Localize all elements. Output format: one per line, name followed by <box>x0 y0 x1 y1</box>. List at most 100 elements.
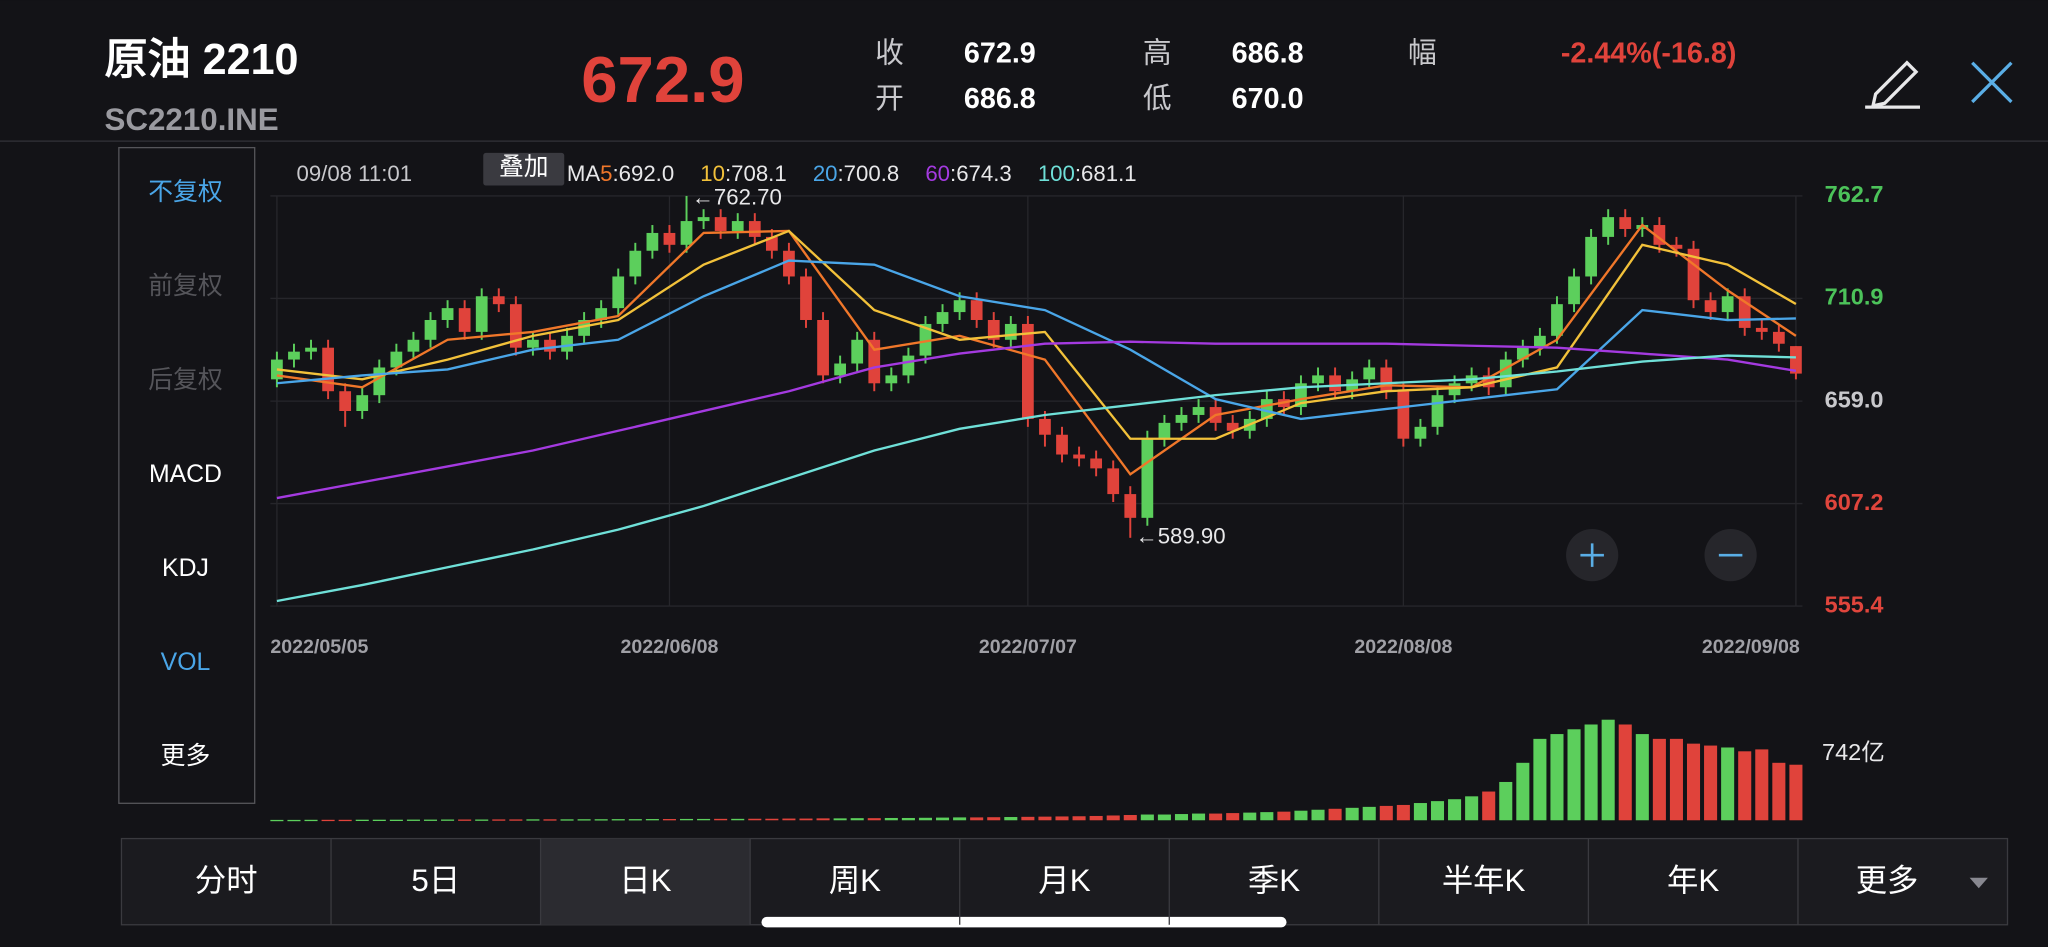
side-menu-item[interactable]: 不复权 <box>148 178 222 206</box>
volume-bar <box>1294 810 1308 821</box>
volume-bar <box>1260 812 1274 821</box>
candle-body <box>1619 217 1632 229</box>
volume-bar <box>1362 806 1376 821</box>
tab[interactable]: 月K <box>1038 863 1090 898</box>
zoom-in-button[interactable] <box>1566 529 1619 582</box>
side-menu-item[interactable]: 前复权 <box>148 272 222 300</box>
candle-body <box>1021 323 1034 419</box>
x-tick-label: 2022/07/07 <box>979 636 1077 658</box>
volume-bar <box>1738 751 1752 821</box>
volume-bar <box>1721 747 1735 821</box>
candle-body <box>373 367 386 396</box>
side-menu-item[interactable]: MACD <box>149 461 222 488</box>
ma-line <box>276 340 1797 500</box>
candle-body <box>953 300 966 313</box>
candle-body <box>714 217 727 231</box>
ma-value: 674.3 <box>956 161 1012 186</box>
ma-separator: : <box>950 161 956 186</box>
quote-label: 高 <box>1143 37 1172 69</box>
volume-bar <box>1277 811 1291 821</box>
tab[interactable]: 周K <box>829 863 881 898</box>
close-button[interactable] <box>1971 61 2013 104</box>
extreme-label: ←762.70 <box>692 184 782 209</box>
overlay-button[interactable]: 叠加 <box>499 153 549 181</box>
candle-body <box>1329 375 1341 392</box>
volume-bar <box>1226 813 1240 821</box>
volume-bar <box>406 819 420 821</box>
candle-body <box>1397 391 1410 439</box>
candle-body <box>1158 422 1171 439</box>
volume-bar <box>1396 804 1410 821</box>
candle-body <box>1755 327 1768 332</box>
tab[interactable]: 半年K <box>1442 863 1526 898</box>
volume-bar <box>372 819 386 822</box>
volume-bar <box>901 817 915 821</box>
candle-body <box>595 308 608 320</box>
tab[interactable]: 年K <box>1667 863 1719 898</box>
volume-bar <box>679 818 694 821</box>
volume-bar <box>389 819 403 822</box>
candle-body <box>1431 395 1444 427</box>
candle-body <box>970 300 983 320</box>
candle-body <box>834 363 847 376</box>
ma-value: 692.0 <box>619 161 675 186</box>
quote-value: 686.8 <box>964 83 1036 115</box>
volume-bar <box>1686 743 1701 821</box>
ma-line <box>276 223 1797 476</box>
volume-bar <box>1055 816 1069 821</box>
tab[interactable]: 5日 <box>411 863 460 898</box>
candle-body <box>1738 296 1751 328</box>
tab[interactable]: 季K <box>1248 863 1300 898</box>
volume-bar <box>1089 815 1103 821</box>
ma-separator: : <box>838 161 844 186</box>
volume-bar <box>1448 799 1462 821</box>
tab[interactable]: 更多 <box>1856 863 1919 898</box>
candle-body <box>356 395 369 412</box>
volume-bar <box>714 818 728 821</box>
volume-bar <box>953 817 967 821</box>
contract-code: SC2210.INE <box>104 102 278 137</box>
volume-bar <box>697 818 711 821</box>
candle-body <box>527 339 539 348</box>
tab[interactable]: 分时 <box>195 863 258 898</box>
candle-body <box>1704 300 1717 313</box>
candle-body <box>1295 383 1307 408</box>
ma-period: 60 <box>925 161 950 186</box>
volume-bar <box>1516 762 1530 821</box>
candle-body <box>544 339 556 352</box>
side-menu-item[interactable]: KDJ <box>162 555 209 582</box>
edit-button[interactable] <box>1865 60 1920 109</box>
volume-bar <box>1345 807 1359 821</box>
candle-body <box>1192 407 1205 415</box>
ma-line <box>276 229 1797 440</box>
candle-body <box>424 319 437 340</box>
candle-body <box>680 221 693 245</box>
side-menu-item[interactable]: 更多 <box>161 742 211 770</box>
volume-bar <box>355 819 369 822</box>
candle-body <box>1670 244 1683 249</box>
candle-body <box>322 347 334 392</box>
volume-bar <box>867 818 881 821</box>
candle-body <box>663 232 676 245</box>
volume-bar <box>458 819 472 821</box>
candle-body <box>936 312 949 324</box>
volume-bar <box>475 819 489 821</box>
volume-bar <box>765 818 779 821</box>
side-menu-item[interactable]: 后复权 <box>148 366 222 394</box>
candle-body <box>1551 304 1563 336</box>
candle-body <box>1226 422 1239 431</box>
y-tick-label: 555.4 <box>1825 591 1884 617</box>
candle-body <box>1568 276 1580 305</box>
overlay-button-bg[interactable] <box>483 152 565 186</box>
tab[interactable]: 日K <box>619 863 671 898</box>
candle-body <box>1175 414 1188 423</box>
extreme-label: ←589.90 <box>1136 524 1226 549</box>
volume-bar <box>850 818 864 821</box>
ma-separator: : <box>725 161 731 186</box>
candle-body <box>305 347 317 352</box>
volume-bar <box>1038 816 1052 821</box>
zoom-out-button[interactable] <box>1704 529 1757 582</box>
side-menu-item[interactable]: VOL <box>161 649 211 676</box>
